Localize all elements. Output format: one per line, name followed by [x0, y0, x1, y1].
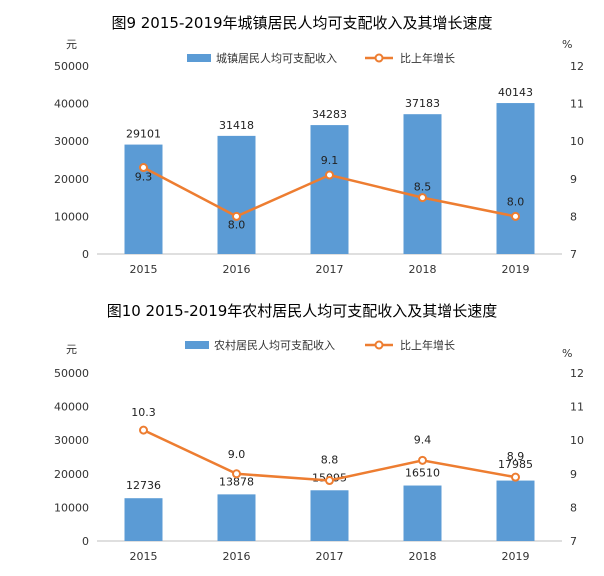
bar-value-label: 29101 [126, 128, 161, 141]
y-left-tick: 30000 [54, 434, 89, 447]
legend-bar-swatch [187, 54, 211, 62]
bar [496, 480, 535, 541]
y-left-unit: 元 [66, 38, 77, 51]
legend-line-marker [374, 340, 384, 350]
bar [496, 103, 535, 254]
y-right-tick: 8 [570, 210, 577, 223]
x-category-label: 2016 [223, 550, 251, 563]
x-category-label: 2015 [130, 550, 158, 563]
y-right-tick: 12 [570, 60, 584, 73]
bar [403, 114, 442, 254]
y-left-tick: 30000 [54, 135, 89, 148]
growth-point [511, 472, 520, 482]
x-category-label: 2018 [409, 263, 437, 276]
growth-point [418, 455, 427, 465]
bar-value-label: 16510 [405, 467, 440, 480]
legend-line-marker [374, 53, 384, 63]
y-left-tick: 20000 [54, 468, 89, 481]
bar [124, 144, 163, 254]
y-right-tick: 11 [570, 401, 584, 414]
x-category-label: 2019 [502, 263, 530, 276]
y-right-tick: 7 [570, 535, 577, 548]
y-left-tick: 50000 [54, 60, 89, 73]
growth-value-label: 8.0 [507, 195, 525, 208]
y-right-tick: 11 [570, 98, 584, 111]
legend-bar-label: 城镇居民人均可支配收入 [216, 51, 337, 65]
y-left-tick: 40000 [54, 98, 89, 111]
legend-bar-swatch [185, 341, 209, 349]
bar-value-label: 34283 [312, 108, 347, 121]
y-right-tick: 10 [570, 135, 584, 148]
growth-point [232, 469, 241, 479]
x-category-label: 2016 [223, 263, 251, 276]
y-right-tick: 10 [570, 434, 584, 447]
growth-value-label: 9.1 [321, 154, 339, 167]
bar [217, 494, 256, 541]
y-right-unit: % [562, 38, 572, 51]
bar-value-label: 40143 [498, 86, 533, 99]
y-right-tick: 9 [570, 468, 577, 481]
bar [124, 498, 163, 541]
y-left-unit: 元 [66, 343, 77, 356]
growth-point [325, 476, 334, 486]
chart-title: 图9 2015-2019年城镇居民人均可支配收入及其增长速度 [111, 14, 492, 32]
y-left-tick: 10000 [54, 501, 89, 514]
legend-bar-label: 农村居民人均可支配收入 [214, 338, 335, 352]
bar-value-label: 37183 [405, 97, 440, 110]
growth-value-label: 9.3 [135, 171, 153, 184]
bar [310, 125, 349, 254]
y-left-tick: 40000 [54, 401, 89, 414]
bar-value-label: 17985 [498, 458, 533, 471]
legend-line-label: 比上年增长 [400, 51, 455, 65]
bar-value-label: 13878 [219, 475, 254, 488]
x-category-label: 2017 [316, 263, 344, 276]
y-right-tick: 8 [570, 501, 577, 514]
growth-point [139, 425, 148, 435]
growth-value-label: 8.8 [321, 454, 339, 467]
growth-value-label: 9.0 [228, 448, 246, 461]
growth-point [232, 211, 241, 221]
y-right-unit: % [562, 347, 572, 360]
growth-value-label: 8.9 [507, 450, 525, 463]
y-right-tick: 7 [570, 248, 577, 261]
y-left-tick: 0 [82, 535, 89, 548]
x-category-label: 2017 [316, 550, 344, 563]
legend-line-label: 比上年增长 [400, 338, 455, 352]
chart-title: 图10 2015-2019年农村居民人均可支配收入及其增长速度 [107, 302, 498, 320]
growth-point [511, 211, 520, 221]
growth-value-label: 9.4 [414, 433, 432, 446]
growth-point [139, 163, 148, 173]
x-category-label: 2015 [130, 263, 158, 276]
bar [403, 485, 442, 541]
growth-point [325, 170, 334, 180]
y-left-tick: 50000 [54, 367, 89, 380]
growth-point [418, 193, 427, 203]
bar-value-label: 12736 [126, 479, 161, 492]
x-category-label: 2018 [409, 550, 437, 563]
growth-value-label: 8.5 [414, 181, 432, 194]
x-category-label: 2019 [502, 550, 530, 563]
growth-value-label: 10.3 [131, 406, 156, 419]
bar [217, 135, 256, 254]
y-right-tick: 9 [570, 173, 577, 186]
bar [310, 490, 349, 541]
y-left-tick: 10000 [54, 210, 89, 223]
growth-value-label: 8.0 [228, 218, 246, 231]
bar-value-label: 31418 [219, 119, 254, 132]
y-left-tick: 0 [82, 248, 89, 261]
y-left-tick: 20000 [54, 173, 89, 186]
y-right-tick: 12 [570, 367, 584, 380]
